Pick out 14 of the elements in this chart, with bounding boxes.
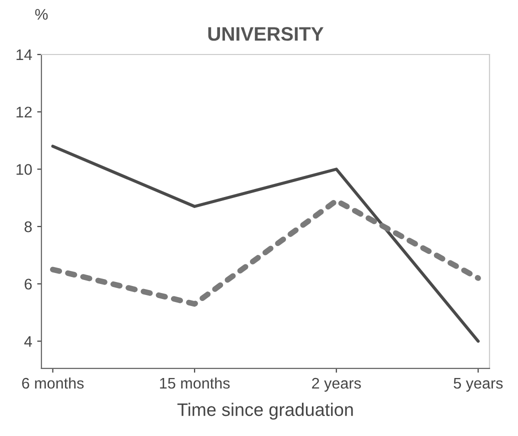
y-tick-label: 6 [24, 278, 32, 290]
line-series [51, 144, 480, 343]
y-tick-label: 10 [16, 164, 32, 175]
y-tick-label: 8 [24, 221, 32, 232]
x-tick-label: 6 months [22, 377, 84, 389]
y-tick-label: 4 [24, 336, 32, 347]
x-tick-label: 5 years [454, 378, 503, 392]
x-tick-label: 2 years [312, 378, 361, 392]
y-axis-title: % [35, 9, 48, 20]
y-tick-label: 12 [16, 106, 32, 118]
chart-title: UNIVERSITY [208, 27, 324, 41]
x-axis-title: Time since graduation [177, 402, 353, 420]
y-tick-label: 14 [16, 50, 32, 60]
x-tick-label: 15 months [160, 377, 230, 389]
